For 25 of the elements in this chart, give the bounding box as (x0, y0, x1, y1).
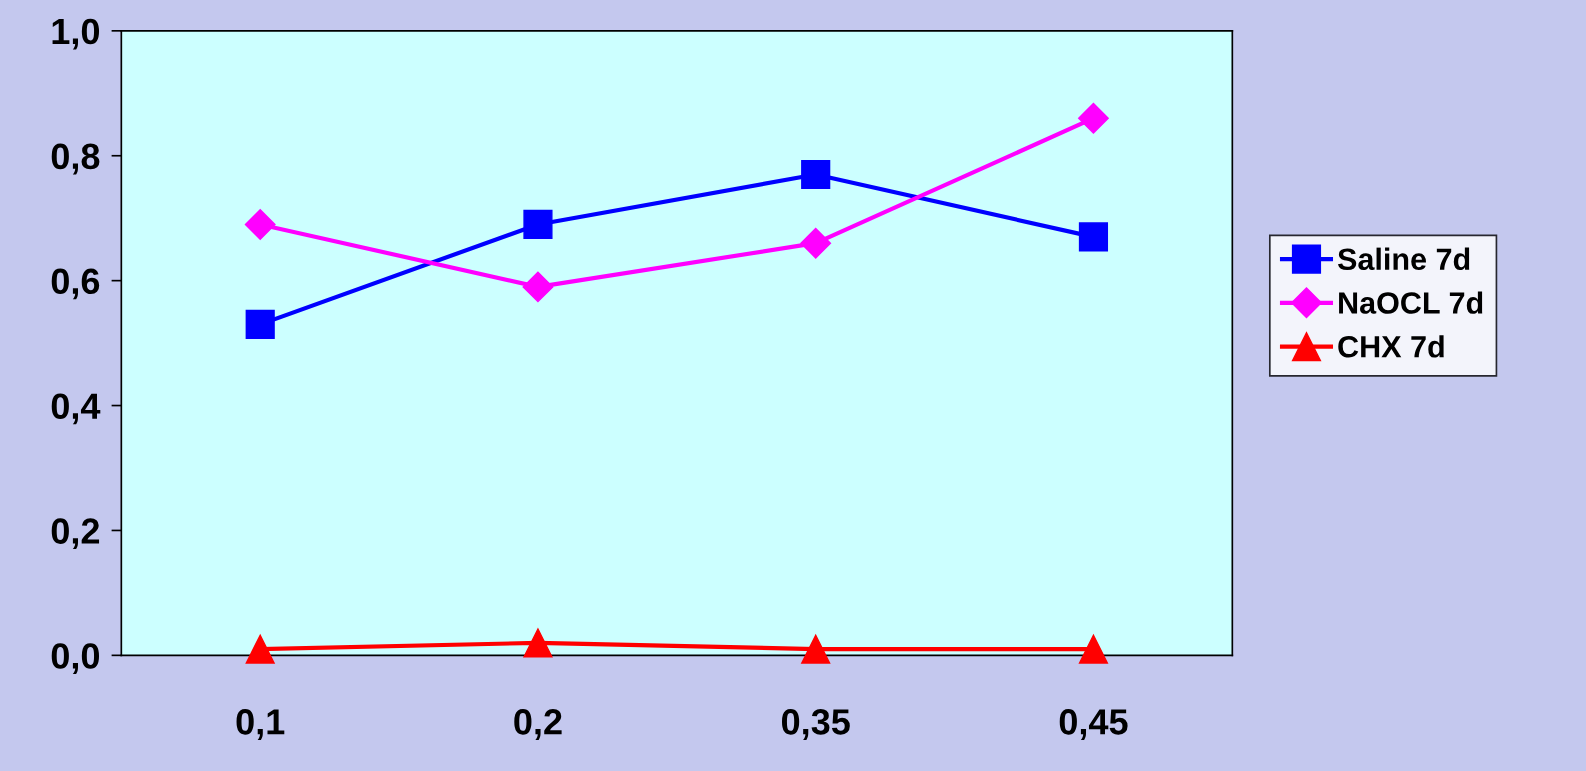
x-tick-label: 0,45 (1059, 709, 1128, 740)
y-tick-label: 0,0 (51, 643, 100, 675)
x-tick-label: 0,2 (514, 709, 562, 740)
point (1078, 634, 1109, 664)
x-tick-label: 0,35 (781, 709, 850, 740)
point (1078, 222, 1109, 252)
point (523, 628, 553, 658)
legend-label: CHX 7d (1338, 335, 1444, 358)
legend-label: Saline 7d (1337, 247, 1470, 271)
point (801, 159, 831, 190)
point (245, 309, 275, 339)
point (801, 634, 831, 664)
point (1078, 102, 1109, 134)
x-tick-label: 0,1 (236, 709, 285, 740)
point (523, 209, 553, 240)
point (522, 271, 554, 303)
point (800, 227, 832, 259)
point (244, 209, 276, 240)
point (245, 634, 275, 664)
y-tick-label: 1,0 (52, 18, 100, 50)
y-tick-label: 0,2 (51, 518, 100, 550)
y-tick-label: 0,4 (51, 393, 101, 425)
legend-label: NaOCL 7d (1339, 291, 1483, 314)
y-tick-label: 0,6 (51, 268, 100, 300)
y-tick-label: 0,8 (51, 143, 100, 175)
